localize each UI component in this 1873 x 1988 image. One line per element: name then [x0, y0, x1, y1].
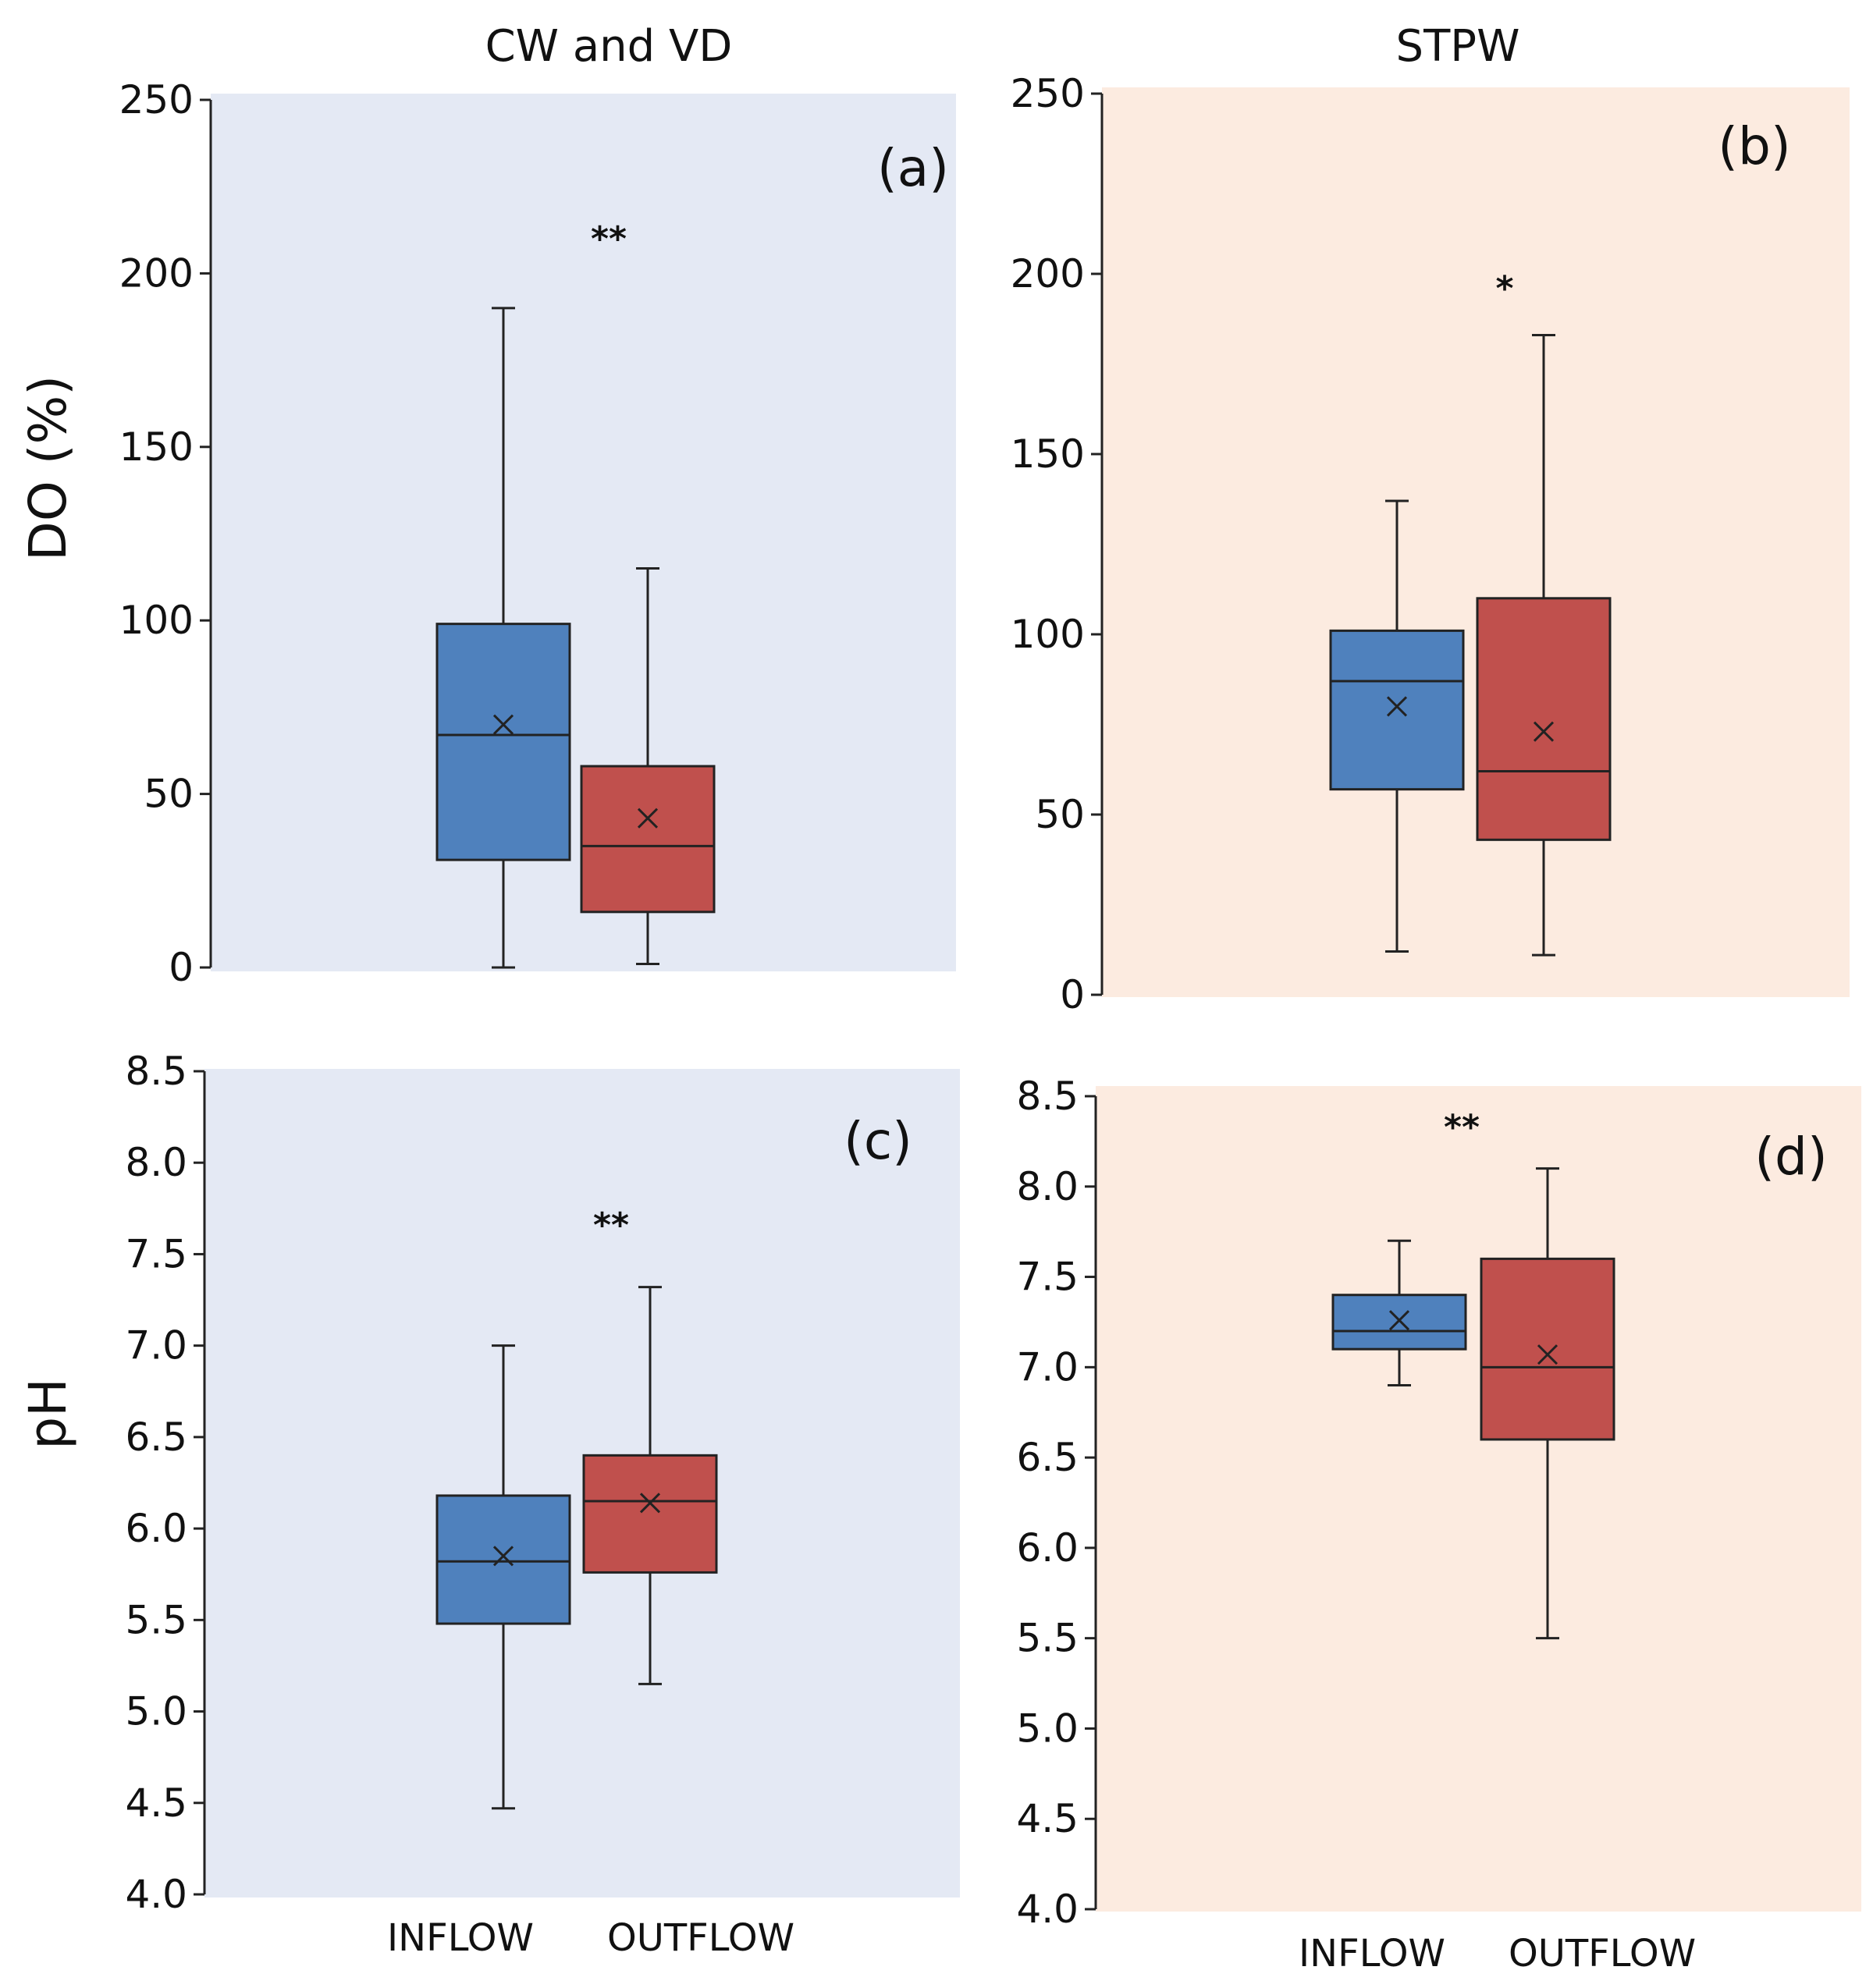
y-tick-label: 4.0	[1016, 1887, 1079, 1932]
inflow-box	[1331, 1294, 1467, 1351]
y-tick-label: 5.5	[1016, 1616, 1079, 1661]
outflow-mean-marker	[637, 808, 659, 829]
outflow-mean-marker	[639, 1493, 661, 1514]
panel-d: 4.0 4.5 5.0 5.5 6.0 6.5 7.0 7.5 8.0 8.5 (d) ** INFLO…	[1016, 1074, 1861, 1976]
significance-marker: **	[1444, 1107, 1480, 1147]
inflow-box	[435, 1494, 571, 1625]
y-tick-label: 8.5	[125, 1049, 187, 1094]
mean-cross-stroke	[637, 808, 659, 829]
panel-label: (c)	[844, 1111, 912, 1171]
y-tick-label: 50	[1035, 792, 1085, 837]
mean-cross-stroke	[1386, 696, 1408, 717]
y-tick-label: 6.0	[125, 1506, 187, 1551]
column-title-stpw: STPW	[1396, 21, 1520, 72]
x-category-label-inflow: INFLOW	[387, 1916, 534, 1960]
y-tick-label: 100	[119, 598, 194, 643]
outflow-box	[582, 1454, 718, 1574]
panel-label: (b)	[1718, 116, 1790, 176]
panel-label: (d)	[1754, 1127, 1827, 1187]
inflow-box	[435, 623, 571, 861]
y-tick-label: 5.0	[125, 1689, 187, 1734]
plot-background	[1096, 1086, 1861, 1912]
y-axis-label-do: DO (%)	[18, 375, 78, 561]
significance-marker: **	[593, 1205, 629, 1245]
y-tick-label: 200	[1011, 251, 1085, 296]
y-tick-label: 150	[1011, 431, 1085, 477]
outflow-mean-marker	[1533, 721, 1555, 742]
inflow-mean-marker	[1388, 1310, 1410, 1331]
y-tick-label: 250	[119, 77, 194, 122]
y-tick-label: 100	[1011, 612, 1085, 657]
inflow-mean-marker	[492, 1546, 514, 1567]
y-tick-label: 0	[169, 945, 194, 990]
panel-c: 4.0 4.5 5.0 5.5 6.0 6.5 7.0 7.5 8.0 8.5 (c) ** INFLO…	[125, 1049, 960, 1960]
y-axis-label-ph: pH	[18, 1378, 78, 1450]
mean-cross-stroke	[492, 714, 514, 735]
plot-background	[204, 1069, 960, 1897]
x-category-label-outflow: OUTFLOW	[607, 1916, 794, 1960]
y-tick-label: 50	[144, 772, 194, 817]
y-tick-label: 6.5	[1016, 1435, 1079, 1480]
outflow-box	[1480, 1257, 1615, 1441]
mean-cross-stroke	[492, 1546, 514, 1567]
significance-marker: *	[1495, 268, 1513, 308]
y-tick-label: 4.5	[125, 1780, 187, 1826]
mean-cross-stroke	[1388, 1310, 1410, 1331]
y-tick-label: 8.0	[1016, 1164, 1079, 1209]
y-tick-label: 4.0	[125, 1872, 187, 1917]
y-tick-label: 200	[119, 250, 194, 296]
y-tick-label: 8.0	[125, 1140, 187, 1185]
y-tick-label: 6.5	[125, 1415, 187, 1460]
panels-group: 0 50 100 150 200 250 (a) ** 0 50 100 150 200 250 (b) * 4…	[119, 71, 1861, 1976]
y-tick-label: 4.5	[1016, 1796, 1079, 1841]
y-tick-label: 7.5	[125, 1231, 187, 1276]
mean-cross-stroke	[1537, 1344, 1558, 1365]
significance-marker: **	[591, 219, 627, 259]
y-tick-label: 0	[1060, 972, 1085, 1017]
outflow-mean-marker	[1537, 1344, 1558, 1365]
plot-background	[1102, 87, 1850, 997]
inflow-box	[1329, 629, 1465, 791]
x-category-label-inflow: INFLOW	[1299, 1932, 1445, 1976]
y-tick-label: 7.0	[125, 1323, 187, 1369]
y-tick-label: 250	[1011, 71, 1085, 116]
panel-a: 0 50 100 150 200 250 (a) **	[119, 77, 956, 990]
column-title-cw-vd: CW and VD	[485, 21, 733, 72]
outflow-box	[580, 765, 716, 914]
y-tick-label: 5.5	[125, 1597, 187, 1642]
y-tick-label: 6.0	[1016, 1525, 1079, 1571]
inflow-mean-marker	[1386, 696, 1408, 717]
mean-cross-stroke	[1533, 721, 1555, 742]
panel-b: 0 50 100 150 200 250 (b) *	[1011, 71, 1850, 1017]
x-category-label-outflow: OUTFLOW	[1509, 1932, 1696, 1976]
y-tick-label: 5.0	[1016, 1706, 1079, 1751]
y-tick-label: 7.0	[1016, 1344, 1079, 1390]
y-tick-label: 150	[119, 424, 194, 470]
y-tick-label: 7.5	[1016, 1255, 1079, 1300]
y-tick-label: 8.5	[1016, 1074, 1079, 1119]
panel-label: (a)	[877, 138, 949, 198]
mean-cross-stroke	[639, 1493, 661, 1514]
inflow-mean-marker	[492, 714, 514, 735]
outflow-box	[1476, 597, 1612, 841]
